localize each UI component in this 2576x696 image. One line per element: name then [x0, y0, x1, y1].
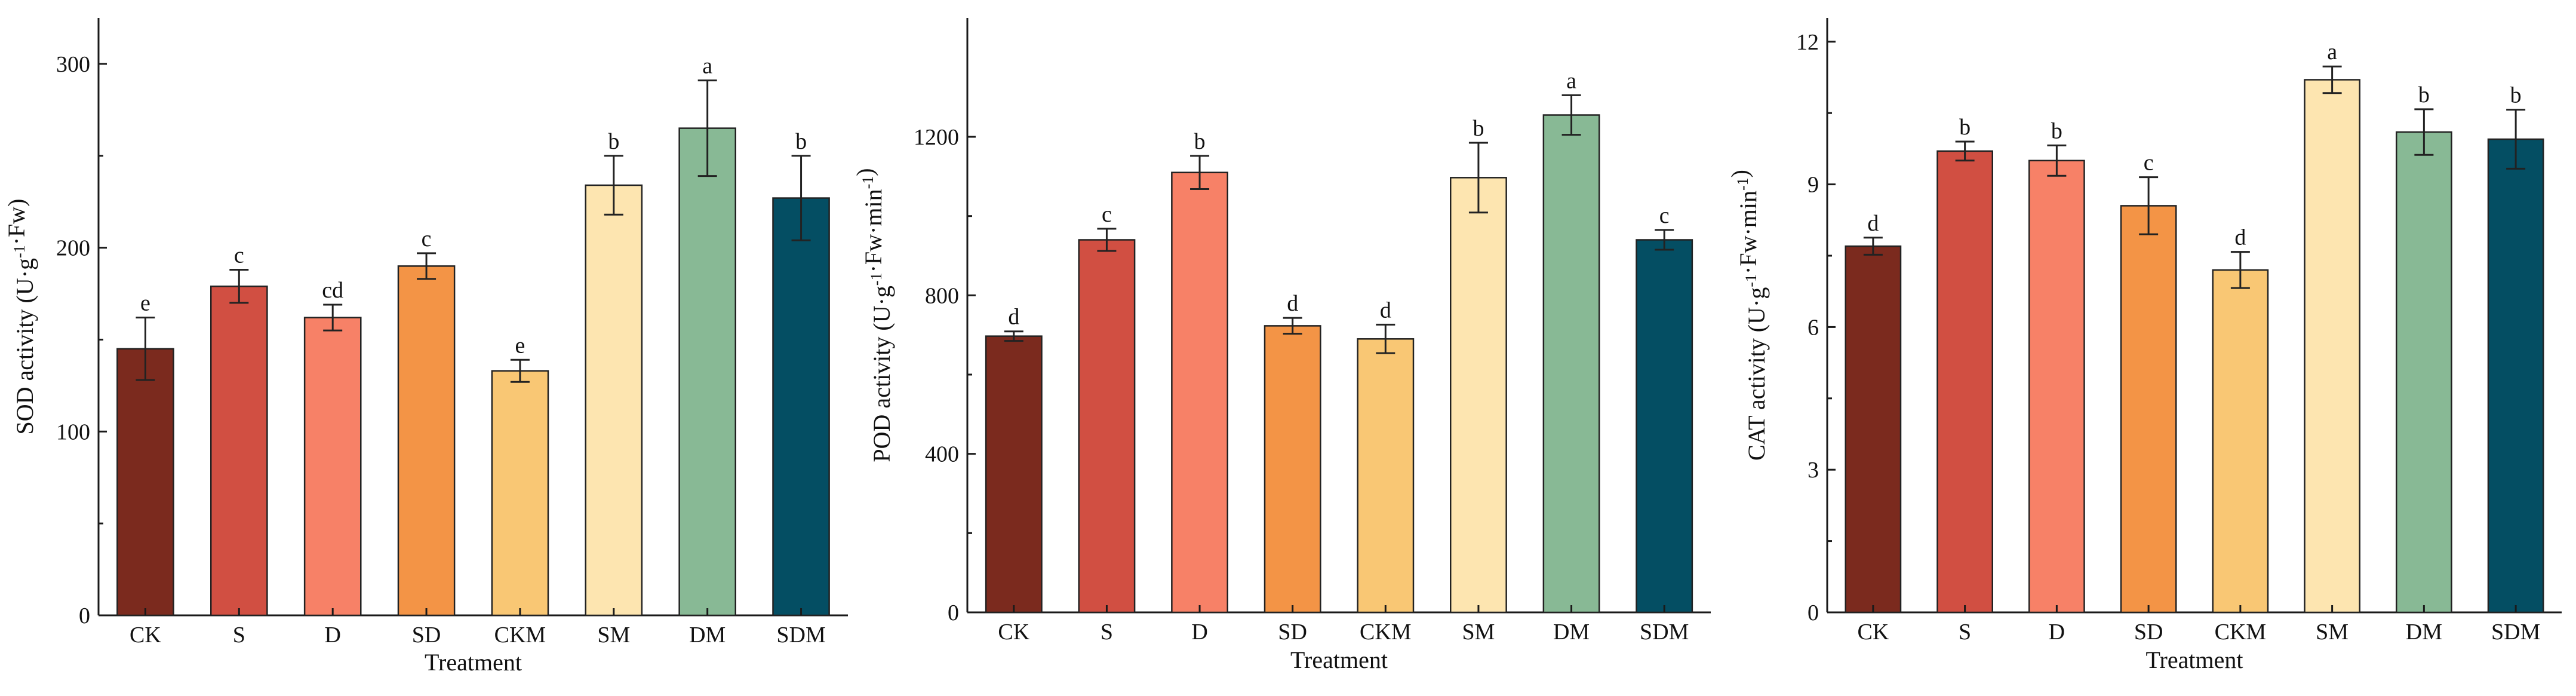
bar-sdm	[1636, 239, 1693, 614]
y-tick-label: 0	[79, 603, 90, 628]
significance-letter: c	[2144, 151, 2154, 176]
x-tick-label: SM	[597, 623, 630, 648]
x-tick-label: CK	[130, 623, 161, 648]
significance-letter: c	[422, 226, 432, 252]
y-axis-title: POD activity (U·g-1·Fw·min-1)	[852, 168, 895, 462]
x-tick-label: S	[1959, 620, 1971, 645]
x-tick-label: DM	[2406, 620, 2442, 645]
significance-letter: b	[608, 129, 619, 154]
x-tick-label: D	[324, 623, 340, 648]
x-tick-label: SDM	[2491, 620, 2540, 645]
bar-ck	[985, 335, 1043, 614]
y-tick-label: 1200	[914, 125, 959, 150]
significance-letter: b	[795, 129, 807, 154]
x-tick-label: S	[1101, 620, 1113, 645]
y-tick-label: 6	[1807, 315, 1819, 340]
x-tick-label: SDM	[776, 623, 825, 648]
x-axis-title: Treatment	[1290, 646, 1388, 673]
significance-letter: cd	[322, 278, 343, 303]
x-tick-label: SD	[412, 623, 441, 648]
bar-sdm	[2487, 138, 2544, 614]
y-tick-label: 0	[948, 600, 959, 626]
x-tick-label: CKM	[2215, 620, 2267, 645]
x-tick-label: CKM	[494, 623, 546, 648]
x-tick-label: SM	[2316, 620, 2348, 645]
x-tick-label: DM	[1553, 620, 1590, 645]
x-axis-title: Treatment	[425, 649, 522, 676]
x-tick-label: SM	[1462, 620, 1495, 645]
cat-chart: 0 3 6 9 12 d CK b Sb Dc SD d CKM a SM b DM b SDM Treatment C…	[1726, 18, 2562, 673]
y-tick-label: 200	[56, 236, 90, 261]
bar-sm	[1450, 177, 1507, 614]
x-tick-label: CK	[998, 620, 1029, 645]
significance-letter: a	[1566, 68, 1576, 93]
x-tick-label: SD	[1278, 620, 1307, 645]
bar-sm	[2304, 79, 2360, 614]
sod-chart: 0 100 200 300 e CK c Scd Dc SD e CKM b SM a DM b SDM Treat…	[3, 18, 848, 676]
x-tick-label: CK	[1857, 620, 1889, 645]
bar-s	[210, 285, 268, 617]
bar-d	[1171, 171, 1228, 614]
x-tick-label: SD	[2134, 620, 2163, 645]
significance-letter: b	[1473, 116, 1484, 141]
significance-letter: d	[2234, 225, 2246, 250]
significance-letter: b	[1959, 115, 1971, 140]
y-axis-title: CAT activity (U·g-1·Fw·min-1)	[1726, 170, 1770, 461]
y-axis-title: SOD activity (U·g-1·Fw)	[3, 199, 38, 435]
significance-letter: b	[2418, 82, 2430, 108]
significance-letter: c	[234, 243, 244, 268]
significance-letter: e	[515, 333, 525, 358]
significance-letter: d	[1867, 211, 1879, 236]
bar-dm	[1542, 114, 1600, 614]
bar-ckm	[2212, 269, 2269, 614]
significance-letter: c	[1659, 203, 1670, 228]
bar-dm	[2396, 131, 2452, 614]
significance-letter: b	[1194, 129, 1206, 154]
y-tick-label: 0	[1807, 600, 1819, 626]
bar-sm	[585, 184, 643, 617]
x-tick-label: D	[2049, 620, 2065, 645]
significance-letter: d	[1287, 291, 1298, 316]
bar-sd	[397, 265, 456, 617]
pod-chart: 0 400 800 1200 d CK c Sb Dd SD d CKM b SM a DM c SDM Treat…	[852, 18, 1711, 673]
x-tick-label: DM	[689, 623, 726, 648]
bar-ckm	[1357, 338, 1415, 614]
y-tick-label: 12	[1796, 30, 1819, 55]
significance-letter: b	[2510, 83, 2522, 108]
bar-s	[1936, 150, 1993, 614]
y-tick-label: 3	[1807, 458, 1819, 483]
x-tick-label: S	[233, 623, 245, 648]
x-tick-label: D	[1191, 620, 1207, 645]
bar-d	[303, 317, 362, 617]
significance-letter: d	[1380, 298, 1391, 323]
y-tick-label: 9	[1807, 173, 1819, 198]
bar-sd	[1264, 325, 1321, 614]
bar-s	[1078, 239, 1136, 614]
significance-letter: c	[1102, 202, 1112, 227]
y-tick-label: 300	[56, 52, 90, 77]
significance-letter: a	[2327, 39, 2337, 65]
bar-d	[2028, 160, 2085, 614]
x-tick-label: SDM	[1640, 620, 1689, 645]
x-axis-title: Treatment	[2146, 646, 2243, 673]
bar-ckm	[491, 370, 549, 617]
y-tick-label: 400	[925, 442, 959, 467]
bar-ck	[116, 348, 174, 617]
y-tick-label: 800	[925, 283, 959, 308]
significance-letter: d	[1008, 305, 1019, 330]
bar-sdm	[772, 197, 830, 617]
x-tick-label: CKM	[1360, 620, 1412, 645]
bar-dm	[678, 127, 736, 617]
y-tick-label: 100	[56, 419, 90, 444]
significance-letter: a	[702, 54, 712, 79]
significance-letter: b	[2051, 118, 2062, 143]
bar-ck	[1845, 245, 1902, 614]
bar-sd	[2120, 205, 2177, 614]
significance-letter: e	[140, 291, 150, 316]
